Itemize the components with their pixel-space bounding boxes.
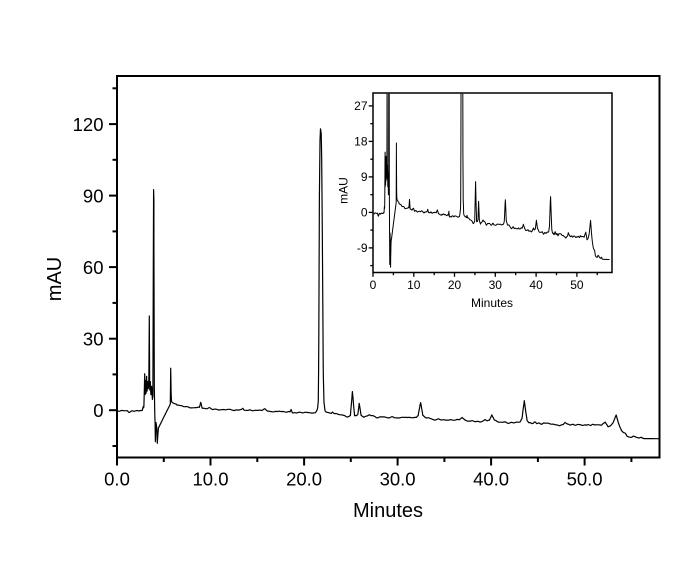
- svg-text:0: 0: [370, 278, 377, 292]
- svg-text:120: 120: [73, 114, 104, 135]
- svg-text:Minutes: Minutes: [471, 296, 513, 310]
- svg-text:90: 90: [83, 185, 104, 206]
- svg-text:30: 30: [489, 278, 503, 292]
- svg-text:0: 0: [93, 400, 103, 421]
- svg-text:10: 10: [407, 278, 421, 292]
- svg-text:18: 18: [354, 135, 368, 149]
- svg-text:-9: -9: [357, 241, 368, 255]
- svg-text:40: 40: [529, 278, 543, 292]
- svg-text:9: 9: [361, 170, 368, 184]
- svg-text:0.0: 0.0: [104, 469, 130, 490]
- svg-text:40.0: 40.0: [473, 469, 509, 490]
- svg-text:60: 60: [83, 257, 104, 278]
- svg-text:mAU: mAU: [337, 177, 351, 204]
- svg-text:mAU: mAU: [44, 257, 66, 301]
- svg-text:30.0: 30.0: [380, 469, 416, 490]
- svg-text:Minutes: Minutes: [353, 500, 423, 522]
- svg-text:27: 27: [354, 99, 368, 113]
- svg-text:0: 0: [361, 206, 368, 220]
- svg-text:10.0: 10.0: [192, 469, 228, 490]
- svg-text:20: 20: [448, 278, 462, 292]
- svg-text:50: 50: [570, 278, 584, 292]
- svg-text:20.0: 20.0: [286, 469, 322, 490]
- svg-text:30: 30: [83, 328, 104, 349]
- svg-text:50.0: 50.0: [567, 469, 603, 490]
